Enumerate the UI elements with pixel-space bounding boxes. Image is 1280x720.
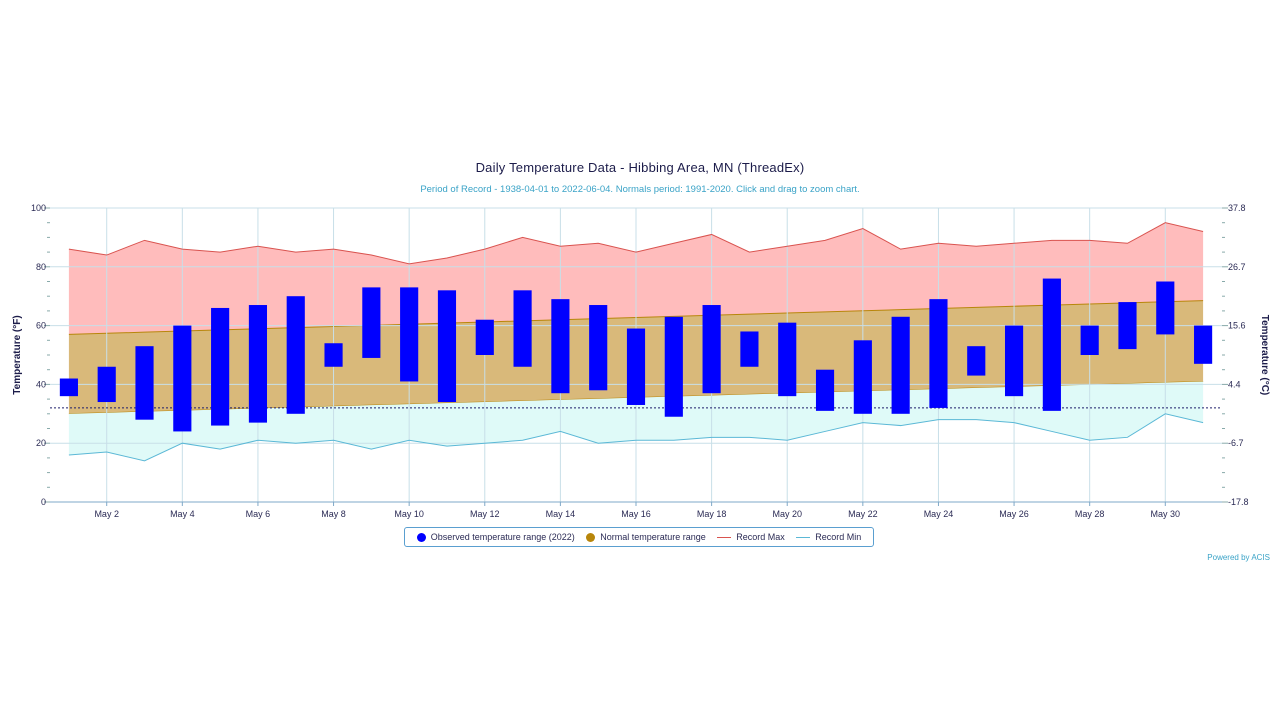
observed-bar[interactable]	[967, 346, 986, 376]
observed-bar[interactable]	[1156, 281, 1175, 335]
legend-label: Observed temperature range (2022)	[430, 532, 575, 542]
legend-record-min-icon	[796, 536, 811, 538]
x-tick-label: May 20	[772, 509, 802, 519]
legend-record-max-icon	[717, 536, 732, 538]
chart-lines	[50, 222, 1222, 462]
x-tick-label: May 16	[621, 509, 651, 519]
observed-bar[interactable]	[1080, 325, 1099, 355]
y-tick-label-left: 20	[36, 438, 46, 448]
observed-bar[interactable]	[286, 296, 305, 414]
y-tick-label-right: 37.8	[1228, 203, 1246, 213]
x-tick-label: May 14	[546, 509, 576, 519]
legend-item-normal[interactable]: Normal temperature range	[586, 532, 706, 542]
observed-bar[interactable]	[400, 287, 419, 382]
x-tick-label: May 28	[1075, 509, 1105, 519]
observed-bar[interactable]	[437, 290, 457, 403]
x-tick-label: May 10	[394, 509, 424, 519]
observed-bar[interactable]	[664, 316, 683, 417]
y-tick-label-left: 40	[36, 379, 46, 389]
y-tick-label-left: 80	[36, 262, 46, 272]
observed-bar[interactable]	[173, 325, 192, 432]
x-tick-label: May 4	[170, 509, 195, 519]
y-tick-label-left: 60	[36, 321, 46, 331]
y-tick-label-right: 15.6	[1228, 321, 1246, 331]
legend-label: Record Min	[815, 532, 862, 542]
x-tick-label: May 30	[1151, 509, 1181, 519]
chart-axes: 0 20 40 60 80 100 -17.8 -6.7 4.4 15.6 26.7 37.8 May …	[31, 203, 1249, 519]
legend-item-record-min[interactable]: Record Min	[796, 532, 861, 542]
observed-bar[interactable]	[97, 366, 116, 403]
observed-bar[interactable]	[135, 346, 154, 420]
record-min-line	[68, 413, 1204, 462]
legend-item-observed[interactable]: Observed temperature range (2022)	[416, 532, 575, 542]
x-tick-label: May 6	[246, 509, 271, 519]
chart-bars	[59, 278, 1213, 432]
y-tick-label-left: 0	[41, 497, 46, 507]
y-tick-label-right: 4.4	[1228, 379, 1241, 389]
observed-bar[interactable]	[475, 319, 494, 355]
observed-bar[interactable]	[815, 369, 835, 411]
chart-subtitle: Period of Record - 1938-04-01 to 2022-06…	[420, 184, 860, 195]
x-tick-label: May 22	[848, 509, 878, 519]
observed-bar[interactable]	[248, 305, 268, 423]
legend-normal-icon	[586, 532, 596, 542]
observed-bar[interactable]	[211, 307, 230, 426]
observed-bar[interactable]	[513, 290, 532, 367]
observed-bar[interactable]	[589, 305, 608, 391]
observed-bar[interactable]	[324, 343, 343, 367]
x-tick-label: May 26	[999, 509, 1029, 519]
observed-bar[interactable]	[59, 378, 78, 397]
x-tick-label: May 2	[94, 509, 119, 519]
observed-bar[interactable]	[778, 322, 797, 397]
x-tick-label: May 12	[470, 509, 500, 519]
y-axis-title-left: Temperature (°F)	[12, 315, 23, 394]
legend-label: Record Max	[736, 532, 785, 542]
y-axis-title-right: Temperature (°C)	[1259, 315, 1270, 396]
credit-link[interactable]: Powered by ACIS	[1207, 553, 1270, 562]
x-tick-label: May 8	[321, 509, 346, 519]
observed-bar[interactable]	[626, 328, 646, 405]
observed-bar[interactable]	[1118, 302, 1137, 350]
y-tick-label-right: 26.7	[1228, 262, 1246, 272]
observed-bar[interactable]	[551, 299, 570, 394]
y-tick-label-right: -17.8	[1228, 497, 1249, 507]
legend-label: Normal temperature range	[600, 532, 706, 542]
observed-bar[interactable]	[362, 287, 381, 358]
observed-bar[interactable]	[1194, 325, 1213, 364]
y-tick-label-left: 100	[31, 203, 46, 213]
observed-bar[interactable]	[891, 316, 910, 414]
record-max-line	[68, 222, 1204, 265]
observed-bar[interactable]	[929, 299, 948, 408]
chart-title: Daily Temperature Data - Hibbing Area, M…	[475, 160, 805, 175]
observed-bar[interactable]	[740, 331, 759, 367]
chart-legend: Observed temperature range (2022) Normal…	[404, 527, 874, 547]
observed-bar[interactable]	[1042, 278, 1061, 411]
legend-item-record-max[interactable]: Record Max	[717, 532, 785, 542]
legend-observed-icon	[416, 532, 426, 542]
observed-bar[interactable]	[702, 305, 721, 394]
observed-bar[interactable]	[1004, 325, 1024, 397]
x-tick-label: May 24	[924, 509, 954, 519]
x-tick-label: May 18	[697, 509, 727, 519]
observed-bar[interactable]	[853, 340, 872, 414]
y-tick-label-right: -6.7	[1228, 438, 1244, 448]
